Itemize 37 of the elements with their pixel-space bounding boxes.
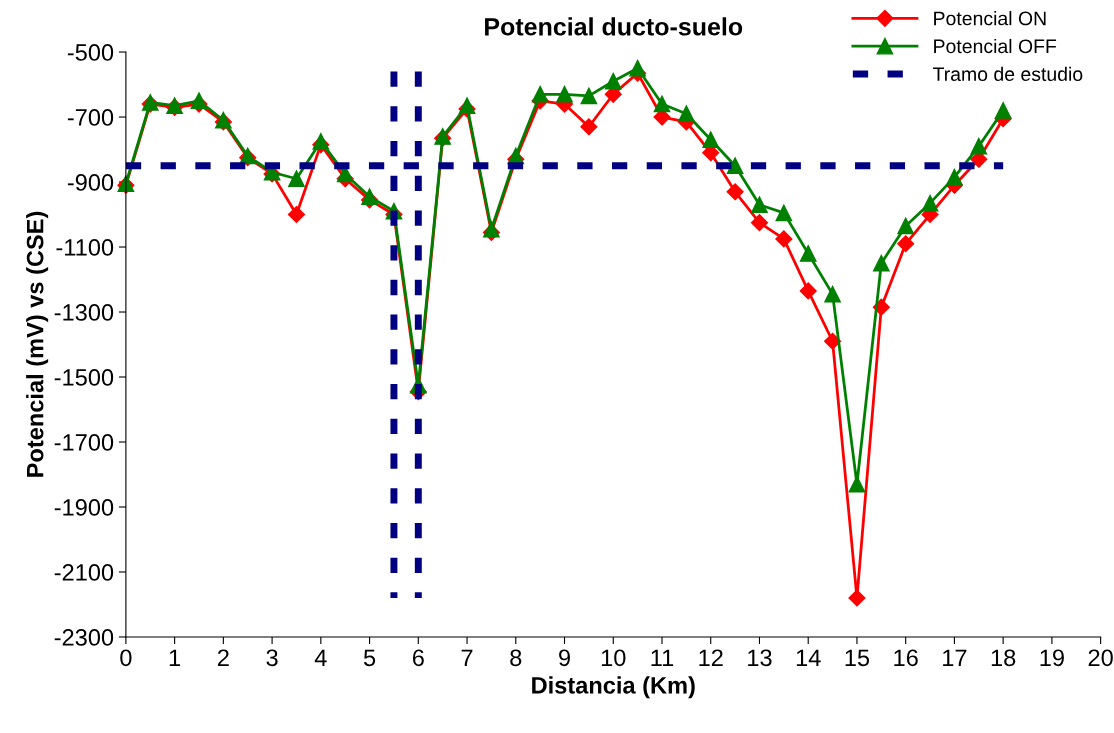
y-tick-label: -700 [67,109,114,126]
x-tick-label: 10 [601,649,626,667]
y-tick-label: -1300 [54,304,114,321]
x-tick-label: 12 [699,649,723,666]
x-tick-label: 11 [651,649,674,666]
y-tick-label: -1900 [54,499,114,516]
y-tick-label: -900 [67,174,114,191]
x-tick-label: 18 [991,649,1016,667]
legend-label: Potencial OFF [934,38,1057,54]
x-tick-label: 14 [796,649,821,666]
x-tick-label: 0 [120,649,132,667]
y-tick-label: -1100 [56,239,114,256]
x-tick-label: 1 [169,649,181,666]
y-tick-label: -500 [67,44,114,61]
y-tick-label: -2100 [54,564,114,581]
x-tick-label: 4 [314,649,327,666]
x-axis-title: Distancia (Km) [532,676,695,699]
x-tick-label: 7 [461,649,473,666]
legend-label: Potencial ON [934,11,1046,26]
x-tick-label: 8 [510,649,522,667]
x-tick-label: 5 [363,649,376,667]
x-tick-label: 15 [845,649,870,667]
x-tick-label: 19 [1040,649,1064,667]
x-tick-label: 16 [894,649,918,667]
legend-label: Tramo de estudio [933,66,1083,82]
chart-title: Potencial ducto-suelo [485,17,743,36]
x-tick-label: 6 [412,649,424,667]
y-axis-title: Potencial (mV) vs (CSE) [26,211,49,477]
x-tick-label: 20 [1088,649,1113,667]
x-tick-label: 17 [943,649,967,666]
y-tick-label: -1700 [54,434,114,451]
x-tick-label: 3 [266,649,278,667]
x-tick-label: 13 [748,649,772,667]
y-tick-label: -2300 [54,629,114,646]
x-tick-label: 2 [217,649,229,666]
x-tick-label: 9 [559,649,570,667]
y-tick-label: -1500 [54,369,114,386]
